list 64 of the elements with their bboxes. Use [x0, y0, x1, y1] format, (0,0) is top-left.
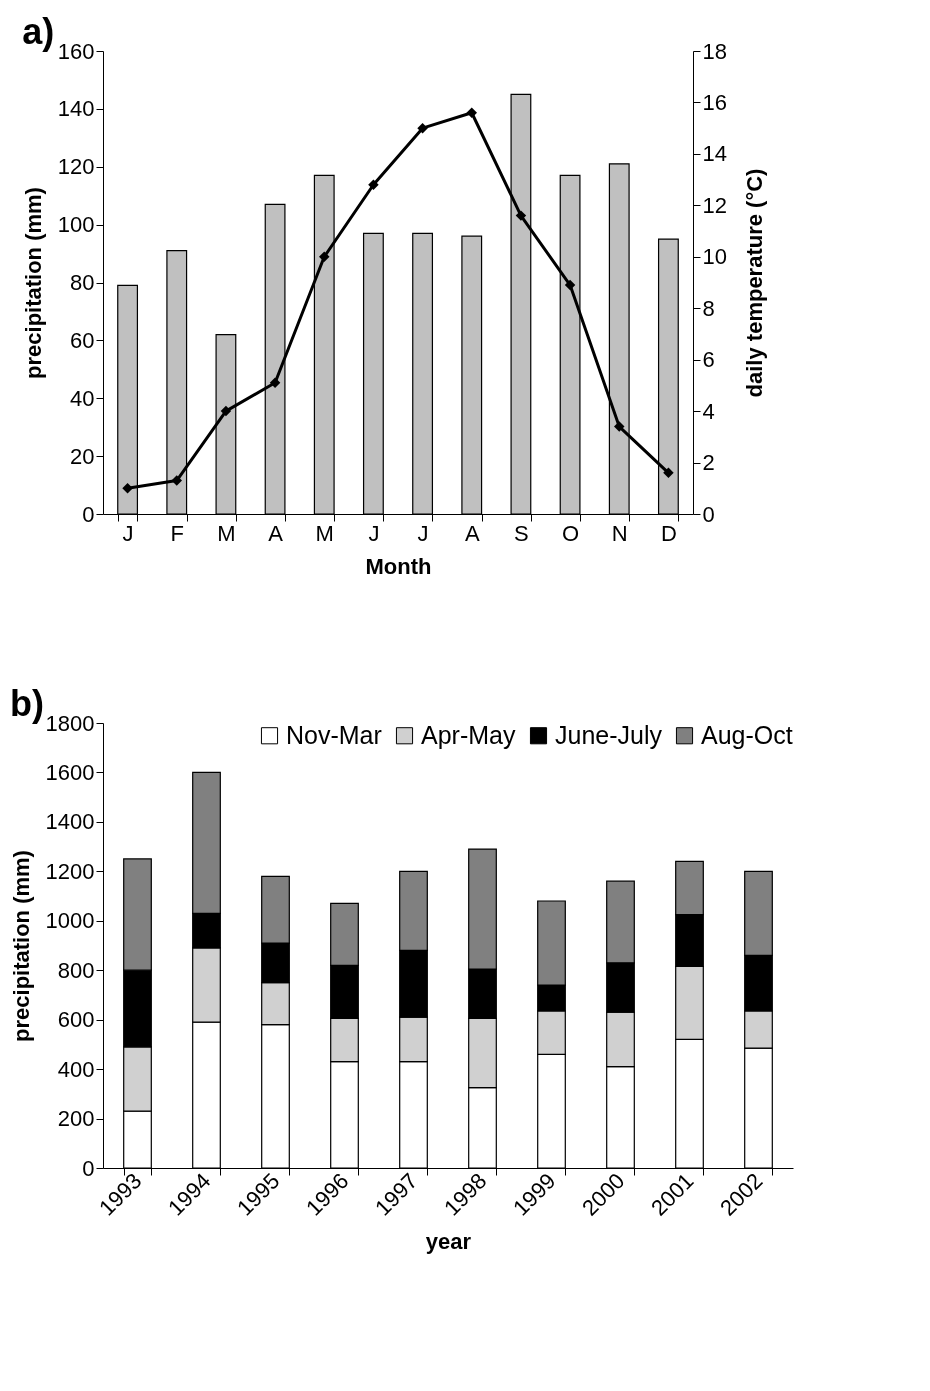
- y-axis-title: precipitation (mm): [20, 187, 46, 379]
- y-tick-label: 120: [57, 154, 95, 180]
- legend-label: June-July: [555, 720, 663, 749]
- y2-tick-label: 18: [702, 38, 727, 64]
- x-tick-label: J: [122, 520, 134, 546]
- x-axis-title: year: [425, 1228, 472, 1254]
- legend-label: Apr-May: [421, 720, 516, 749]
- y2-tick-label: 12: [702, 192, 727, 218]
- y-tick-label: 1000: [45, 908, 95, 934]
- y2-tick-label: 16: [702, 89, 727, 115]
- y-tick-label: 0: [82, 501, 95, 527]
- y-tick-label: 0: [82, 1155, 95, 1181]
- y-axis-title: precipitation (mm): [8, 850, 34, 1042]
- x-tick-label: S: [514, 520, 529, 546]
- x-tick-label: M: [315, 520, 334, 546]
- y-tick-label: 1800: [45, 710, 95, 736]
- y-tick-label: 20: [70, 443, 95, 469]
- chart-title: b): [10, 683, 45, 724]
- x-tick-label: J: [417, 520, 429, 546]
- x-tick-label: M: [217, 520, 236, 546]
- x-tick-label: O: [562, 520, 580, 546]
- point: [417, 122, 428, 134]
- y-tick-label: 80: [70, 270, 95, 295]
- x-tick-label: N: [611, 520, 628, 546]
- x-tick-label: A: [464, 520, 480, 546]
- y-tick-label: 200: [57, 1106, 95, 1132]
- x-tick-label: J: [368, 520, 380, 546]
- y-tick-label: 1200: [45, 858, 95, 884]
- y-tick-label: 160: [57, 38, 95, 64]
- y-tick-label: 60: [70, 327, 95, 353]
- legend-label: Nov-Mar: [286, 720, 382, 749]
- y2-tick-label: 6: [702, 347, 715, 373]
- point: [122, 483, 133, 494]
- point: [466, 107, 477, 118]
- x-tick-label: F: [170, 520, 184, 546]
- legend-label: Aug-Oct: [701, 720, 793, 749]
- y-tick-label: 800: [57, 957, 95, 983]
- y-tick-label: 600: [57, 1007, 95, 1033]
- chart-title: a): [22, 11, 55, 52]
- y-tick-label: 40: [70, 385, 95, 411]
- x-axis-title: Month: [365, 553, 432, 579]
- point: [614, 421, 625, 432]
- point: [269, 377, 281, 389]
- y-tick-label: 140: [57, 96, 95, 122]
- point: [663, 467, 674, 479]
- y2-tick-label: 4: [702, 398, 715, 424]
- point: [515, 210, 527, 221]
- point: [368, 179, 379, 190]
- y2-tick-label: 0: [702, 501, 715, 527]
- point: [220, 405, 232, 417]
- y2-axis-title: daily temperature (°C): [741, 168, 767, 398]
- x-tick-label: D: [660, 520, 677, 546]
- x-tick-label: A: [268, 520, 284, 546]
- y-tick-label: 400: [57, 1056, 95, 1082]
- y2-tick-label: 2: [702, 450, 715, 476]
- y-tick-label: 1600: [45, 759, 95, 785]
- y-tick-label: 1400: [45, 809, 95, 835]
- y-tick-label: 100: [57, 212, 95, 238]
- point: [171, 475, 182, 486]
- y2-tick-label: 14: [702, 141, 727, 167]
- point: [319, 251, 330, 263]
- point: [564, 279, 576, 291]
- y2-tick-label: 8: [702, 295, 715, 321]
- y2-tick-label: 10: [702, 244, 727, 270]
